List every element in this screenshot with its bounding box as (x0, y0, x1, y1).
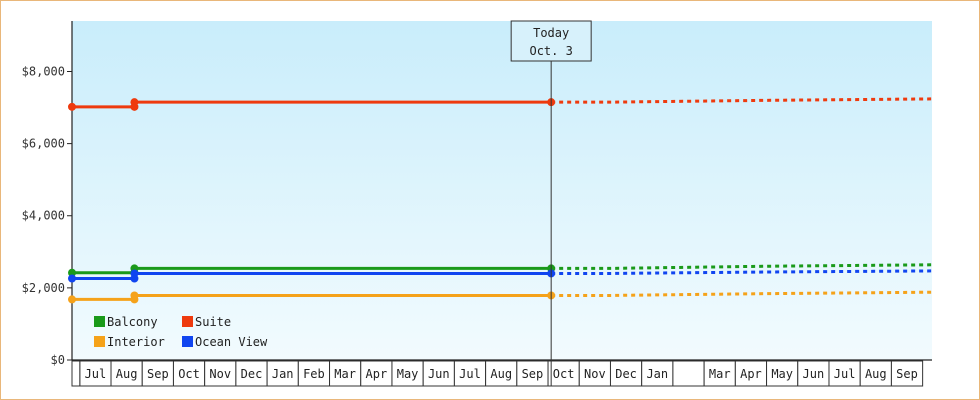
month-label: Jul (85, 367, 107, 381)
series-forecast-suite (551, 97, 933, 104)
month-label: Sep (147, 367, 169, 381)
month-label: Nov (209, 367, 231, 381)
legend-label-balcony: Balcony (107, 315, 158, 329)
month-label: Jan (646, 367, 668, 381)
y-tick-label: $0 (51, 353, 65, 367)
month-label: Nov (584, 367, 606, 381)
today-date: Oct. 3 (529, 44, 572, 58)
legend-label-suite: Suite (195, 315, 231, 329)
month-label: Mar (709, 367, 731, 381)
month-cell (235, 360, 268, 387)
month-label: Oct (178, 367, 200, 381)
month-cell (172, 360, 206, 387)
month-label: May (397, 367, 419, 381)
month-label: Sep (522, 367, 544, 381)
legend-swatch-suite (182, 316, 193, 327)
month-label: Apr (366, 367, 388, 381)
today-box (510, 20, 592, 62)
series-layer (68, 97, 933, 304)
month-label: Feb (303, 367, 325, 381)
y-tick-label: $2,000 (22, 281, 65, 295)
month-label: Aug (490, 367, 512, 381)
month-label: Jul (834, 367, 856, 381)
month-cell (641, 360, 674, 387)
data-point-interior (130, 291, 139, 300)
legend-swatch-interior (94, 336, 105, 347)
series-forecast-interior (551, 290, 933, 297)
today-label: Today (533, 26, 569, 40)
month-label: Aug (116, 367, 138, 381)
month-label: Dec (615, 367, 637, 381)
month-label: Jun (428, 367, 450, 381)
data-point-interior (68, 295, 76, 304)
month-label: Dec (241, 367, 263, 381)
month-cell (110, 360, 143, 387)
y-tick-label: $8,000 (22, 64, 65, 78)
month-cell (329, 360, 362, 387)
legend-label-ocean-view: Ocean View (195, 335, 268, 349)
month-cell (141, 360, 174, 387)
legend-swatch-balcony (94, 316, 105, 327)
series-ocean-view (68, 269, 933, 283)
y-axis: $0 $2,000 $4,000 $6,000 $8,000 (22, 21, 73, 367)
month-label: Jan (272, 367, 294, 381)
data-point-ocean-view (68, 274, 76, 283)
series-interior (68, 290, 933, 304)
month-label: Apr (740, 367, 762, 381)
month-label: Jul (459, 367, 481, 381)
month-cell (391, 360, 424, 387)
data-point-balcony (68, 268, 76, 277)
month-label: Jun (803, 367, 825, 381)
month-cell (204, 360, 237, 387)
data-point-suite (130, 98, 139, 107)
x-axis: Jul Aug Sep Oct Nov Dec Jan Feb Mar Apr May Jun Jul A… (71, 359, 932, 387)
month-cell (578, 360, 611, 387)
y-tick-label: $4,000 (22, 209, 65, 223)
month-cell (485, 360, 518, 387)
legend-label-interior: Interior (107, 335, 165, 349)
month-cell (797, 360, 830, 387)
month-cell-stub (71, 360, 81, 387)
month-label: Oct (553, 367, 575, 381)
month-label: Mar (334, 367, 356, 381)
plot-background (72, 21, 932, 360)
month-cell (766, 360, 799, 387)
month-label: Aug (865, 367, 887, 381)
month-cell (859, 360, 892, 387)
month-cell (734, 360, 768, 387)
y-tick-label: $6,000 (22, 137, 65, 151)
month-cell (828, 360, 861, 387)
month-cell (547, 360, 580, 387)
month-label: Sep (896, 367, 918, 381)
month-cell (672, 360, 705, 387)
month-cell (703, 360, 736, 387)
month-label: May (771, 367, 793, 381)
today-marker: Today Oct. 3 (510, 20, 592, 386)
legend-swatch-ocean-view (182, 336, 193, 347)
month-cell (453, 360, 487, 387)
month-cell (890, 360, 924, 387)
legend: Balcony Suite Interior Ocean View (94, 315, 268, 349)
data-point-suite (68, 102, 76, 111)
series-suite (68, 97, 933, 111)
series-forecast-ocean-view (551, 269, 933, 275)
series-forecast-balcony (551, 263, 933, 270)
data-point-ocean-view (130, 269, 139, 278)
